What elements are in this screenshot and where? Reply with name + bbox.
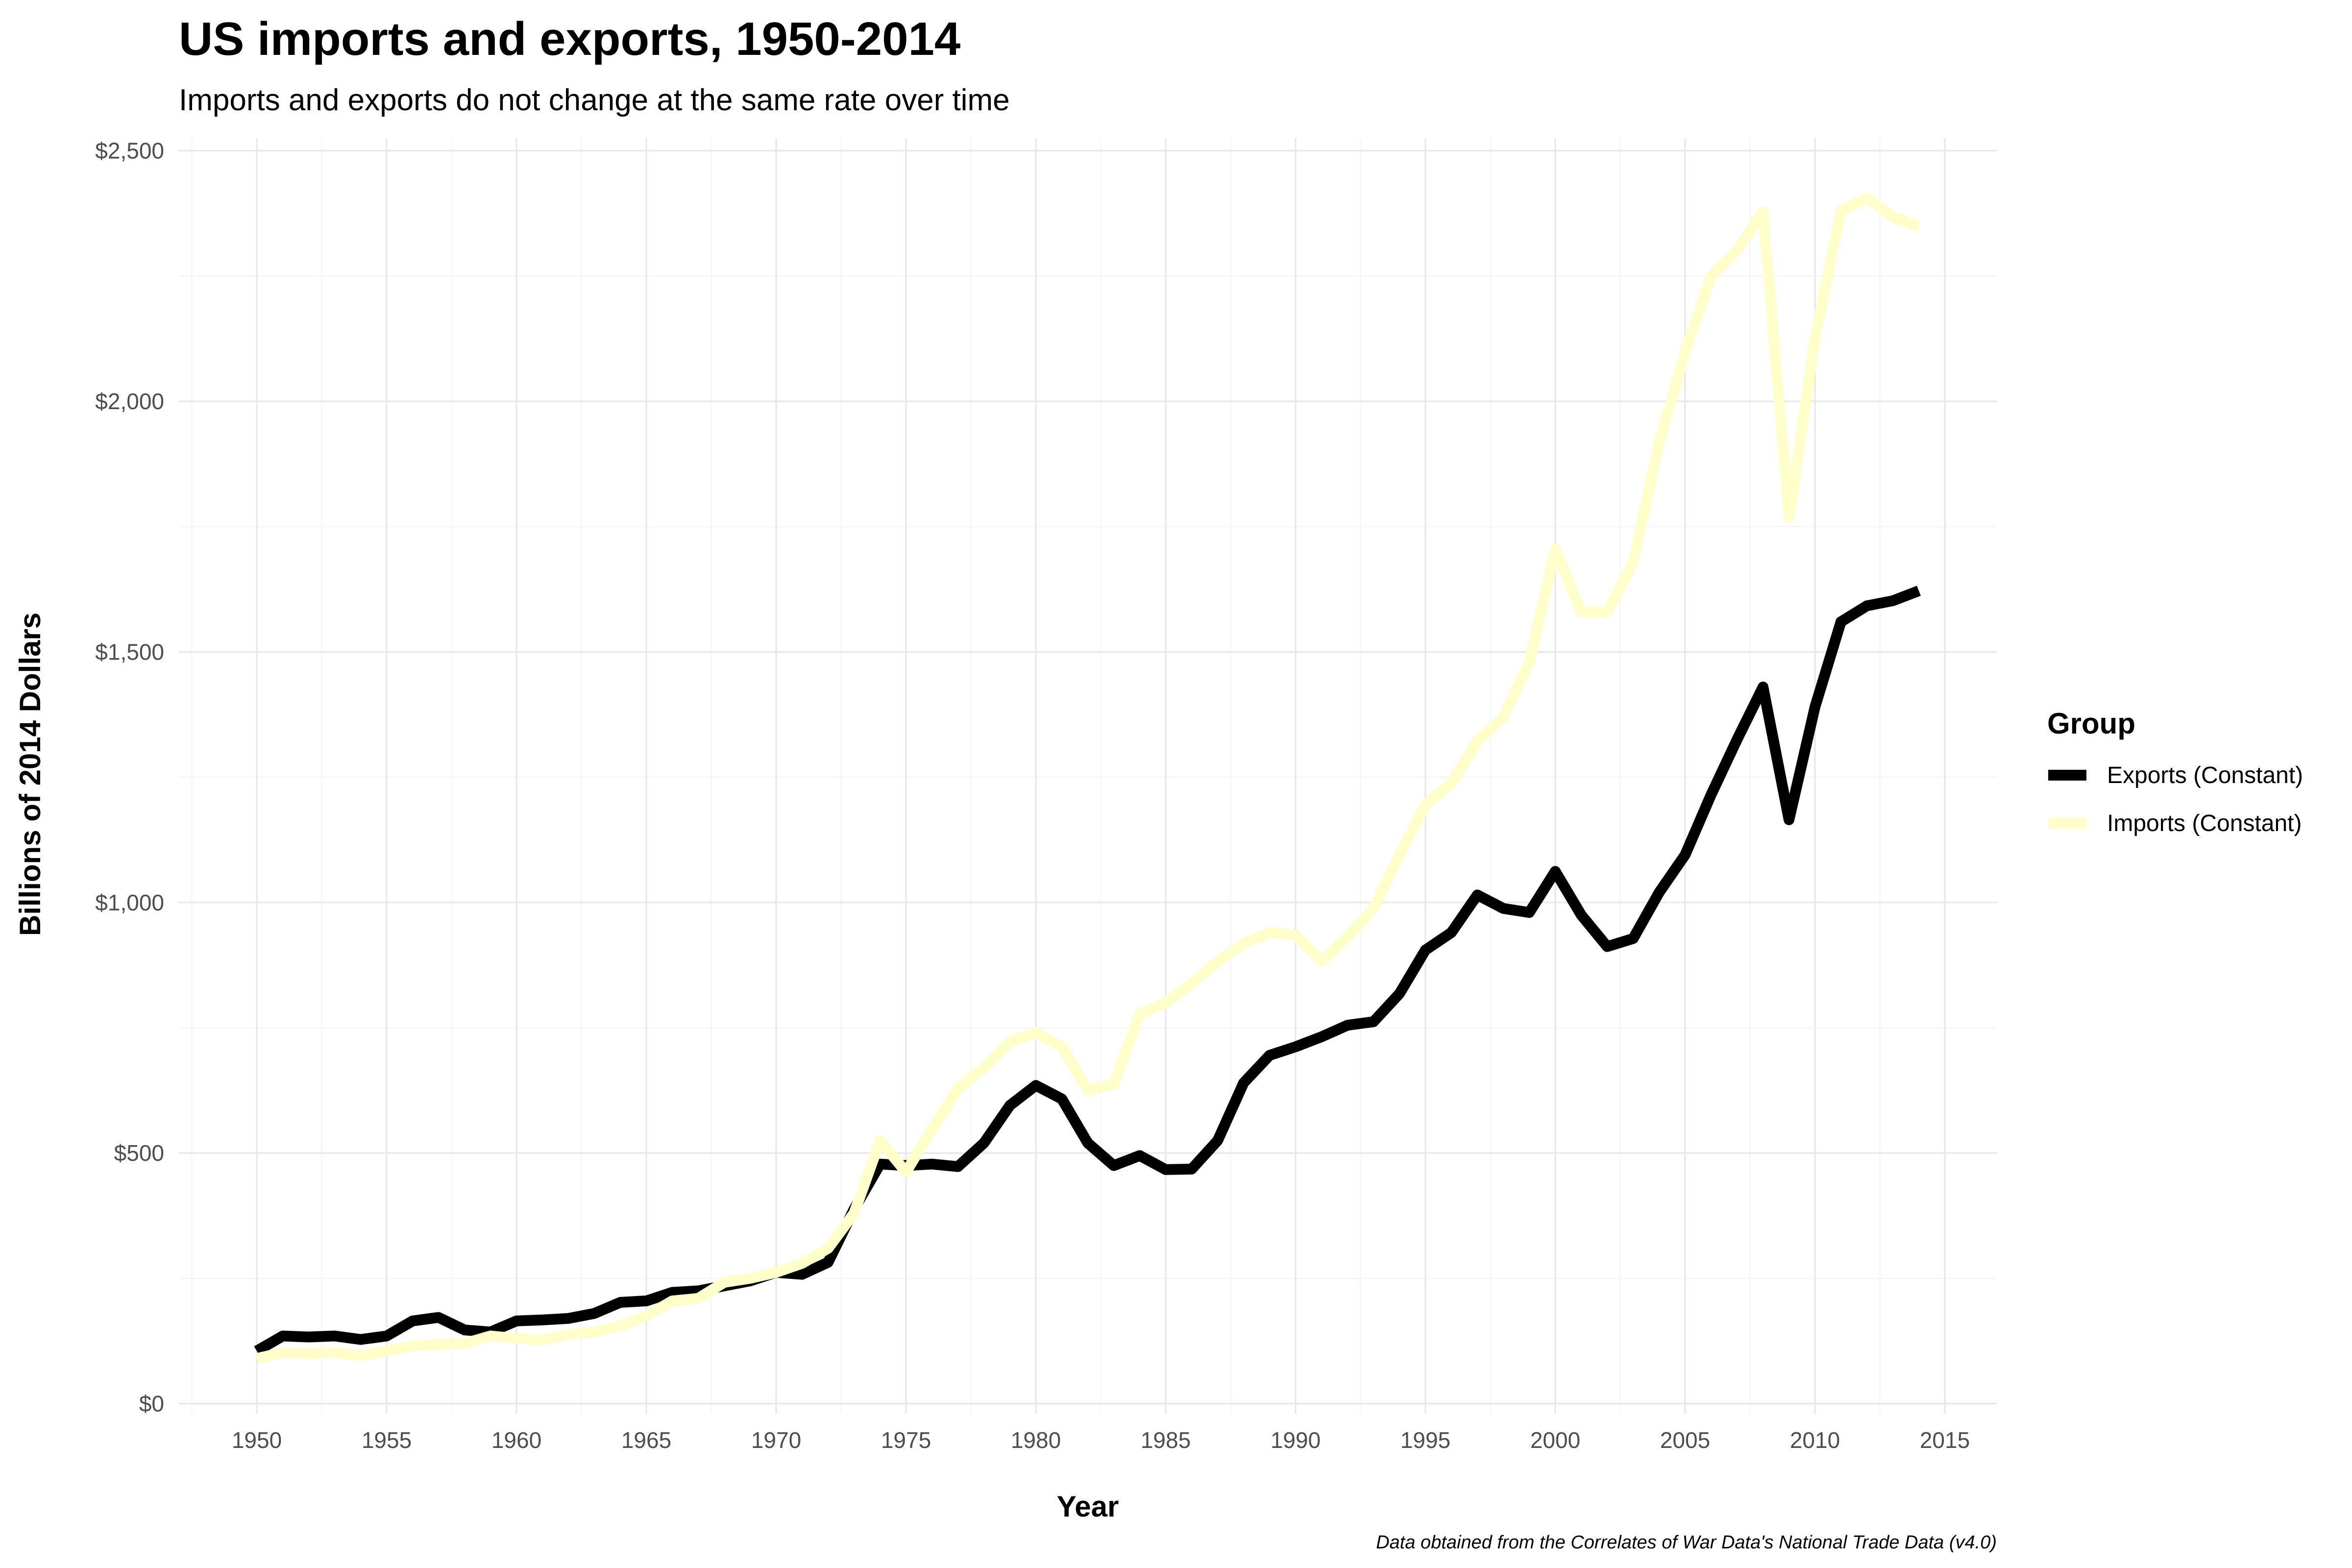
- legend-label-imports: Imports (Constant): [2107, 810, 2302, 836]
- x-tick-label: 2015: [1920, 1427, 1970, 1453]
- x-tick-label: 1955: [362, 1427, 412, 1453]
- y-axis-title: Billions of 2014 Dollars: [14, 612, 47, 936]
- x-axis-title: Year: [1057, 1490, 1119, 1523]
- x-tick-label: 1950: [232, 1427, 282, 1453]
- legend: Group Exports (Constant) Imports (Consta…: [2047, 707, 2303, 836]
- x-tick-label: 1990: [1271, 1427, 1321, 1453]
- y-tick-label: $500: [114, 1140, 164, 1166]
- x-tick-label: 1965: [621, 1427, 671, 1453]
- x-tick-label: 2010: [1790, 1427, 1840, 1453]
- minor-gridlines: [179, 138, 1997, 1414]
- exports-series-line: [254, 586, 1921, 1356]
- legend-title: Group: [2047, 707, 2135, 740]
- y-tick-label: $2,500: [95, 138, 164, 164]
- y-tick-label: $0: [139, 1391, 164, 1417]
- x-tick-label: 1995: [1400, 1427, 1450, 1453]
- y-tick-label: $1,000: [95, 890, 164, 915]
- x-tick-label: 2005: [1660, 1427, 1710, 1453]
- x-tick-label: 1980: [1011, 1427, 1061, 1453]
- imports-series-line: [255, 193, 1921, 1364]
- x-axis-tick-labels: 1950 1955 1960 1965 1970 1975 1980 1985 1990 1995…: [232, 1427, 1970, 1453]
- x-tick-label: 2000: [1530, 1427, 1580, 1453]
- y-tick-label: $1,500: [95, 639, 164, 664]
- chart-title: US imports and exports, 1950-2014: [179, 13, 960, 65]
- x-tick-label: 1960: [491, 1427, 541, 1453]
- x-tick-label: 1975: [881, 1427, 931, 1453]
- series-lines: [254, 193, 1921, 1364]
- chart-subtitle: Imports and exports do not change at the…: [179, 83, 1010, 117]
- x-tick-label: 1985: [1141, 1427, 1191, 1453]
- legend-label-exports: Exports (Constant): [2107, 762, 2303, 788]
- y-tick-label: $2,000: [95, 389, 164, 414]
- x-tick-label: 1970: [751, 1427, 801, 1453]
- y-axis-tick-labels: $0 $500 $1,000 $1,500 $2,000 $2,500: [95, 138, 164, 1417]
- chart-caption: Data obtained from the Correlates of War…: [1376, 1532, 1997, 1553]
